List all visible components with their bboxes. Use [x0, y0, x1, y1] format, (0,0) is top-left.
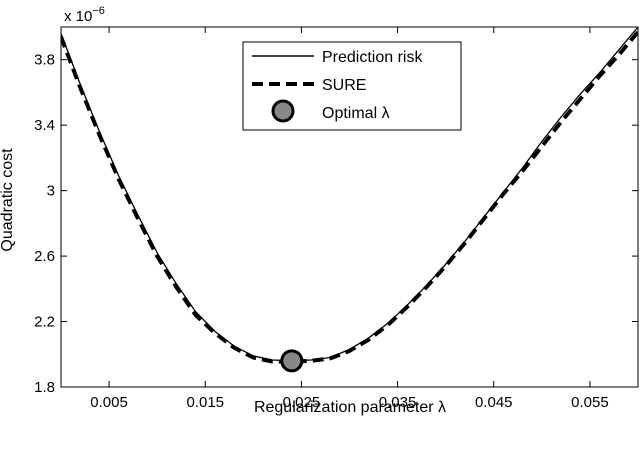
- x-tick-label: 0.015: [186, 394, 224, 411]
- x-tick-label: 0.035: [379, 394, 417, 411]
- y-tick-label: 2.2: [34, 314, 55, 331]
- y-tick-label: 3.8: [34, 52, 55, 69]
- legend-marker-optimal: [271, 99, 295, 123]
- legend: Prediction risk SURE Optimal λ: [242, 41, 462, 131]
- y-tick-label: 3: [47, 183, 55, 200]
- legend-label-prediction-risk: Prediction risk: [322, 49, 423, 66]
- x-tick-label: 0.055: [571, 394, 609, 411]
- x-tick-label: 0.025: [283, 394, 321, 411]
- series-layer: [61, 27, 638, 373]
- legend-label-sure: SURE: [322, 77, 366, 94]
- tick-labels: 0.005 0.015 0.025 0.035 0.045 0.055 1.8 2.2 2.6 3…: [34, 52, 609, 411]
- y-tick-label: 1.8: [34, 379, 55, 396]
- optimal-lambda-marker: [280, 349, 304, 373]
- x-tick-label: 0.005: [90, 394, 128, 411]
- y-tick-label: 3.4: [34, 117, 55, 134]
- x-axis-label: Regularization parameter λ: [254, 399, 446, 416]
- x-tick-label: 0.045: [475, 394, 513, 411]
- y-exponent-label: x 10−6: [64, 5, 105, 25]
- series-line-sure: [61, 30, 638, 364]
- legend-label-optimal: Optimal λ: [322, 105, 390, 122]
- y-axis-label: Quadratic cost: [0, 148, 16, 252]
- plot-frame: [60, 26, 639, 388]
- y-tick-label: 2.6: [34, 248, 55, 265]
